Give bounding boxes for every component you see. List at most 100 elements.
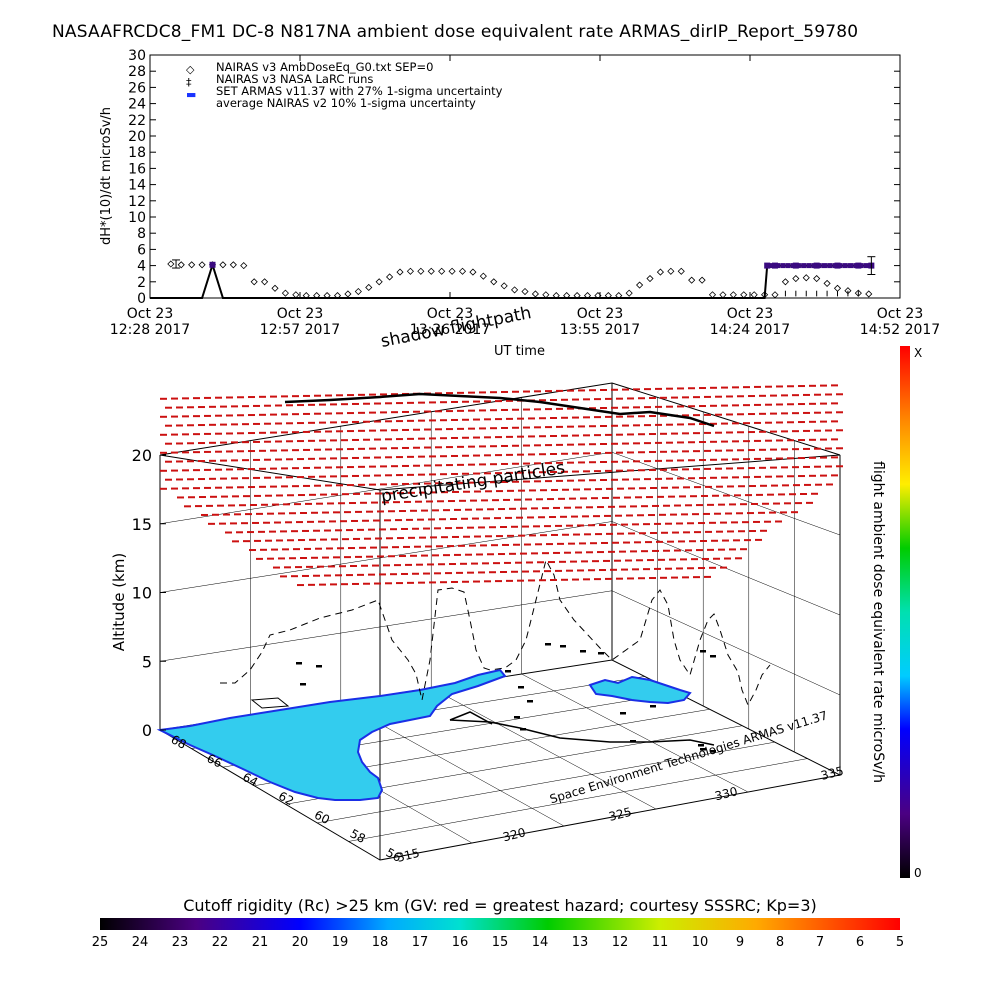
nairas-v3-point <box>375 278 383 286</box>
armas-point <box>827 263 833 269</box>
x-tick-label-time: 12:28 2017 <box>110 322 190 338</box>
y-tick-label: 12 <box>128 194 146 210</box>
cutoff-rigidity-tick-label: 16 <box>451 935 469 950</box>
nairas-v3-point <box>677 267 685 275</box>
y-tick-label: 24 <box>128 97 146 113</box>
longitude-tick-label: 315 <box>395 846 421 865</box>
latitude-tick-label: 64 <box>240 770 260 790</box>
armas-point <box>853 263 859 269</box>
coastline-map <box>156 668 692 801</box>
y-tick-label: 20 <box>128 129 146 145</box>
cutoff-rigidity-tick-label: 7 <box>815 935 825 950</box>
armas-point <box>837 263 843 269</box>
nairas-v3-point <box>240 262 248 270</box>
z-tick-label: 15 <box>132 515 152 534</box>
nairas-v3-point <box>261 278 269 286</box>
ground-marker <box>505 670 511 673</box>
armas-point <box>855 262 862 269</box>
x-tick-label-time: 13:55 2017 <box>560 322 640 338</box>
page-title: NASAAFRCDC8_FM1 DC-8 N817NA ambient dose… <box>52 22 859 42</box>
nairas-v3-point <box>344 290 352 298</box>
cutoff-rigidity-tick-label: 20 <box>291 935 309 950</box>
nairas-v3-point <box>271 284 279 292</box>
cutoff-rigidity-tick-label: 21 <box>251 935 269 950</box>
nairas-v3-point <box>250 278 258 286</box>
y-tick-label: 4 <box>137 259 146 275</box>
x-tick-label-date: Oct 23 <box>577 306 623 322</box>
legend-entry-nairas-v2: average NAIRAS v2 10% 1-sigma uncertaint… <box>216 96 476 110</box>
cutoff-rigidity-tick-label: 24 <box>131 935 149 950</box>
cutoff-rigidity-tick-label: 6 <box>855 935 865 950</box>
cutoff-rigidity-tick-label: 22 <box>211 935 229 950</box>
wall-grid-line <box>159 521 841 616</box>
y-tick-label: 26 <box>128 80 146 96</box>
nairas-v3-point <box>500 282 508 290</box>
cutoff-rigidity-label: Cutoff rigidity (Rc) >25 km (GV: red = g… <box>183 896 817 915</box>
y-tick-label: 22 <box>128 113 146 129</box>
ground-marker <box>700 748 706 751</box>
cutoff-rigidity-tick-label: 13 <box>571 935 589 950</box>
z-tick-label: 10 <box>132 584 152 603</box>
ground-marker <box>598 652 604 655</box>
y-tick-label: 30 <box>128 48 146 64</box>
nairas-v3-point <box>386 273 394 281</box>
armas-point <box>811 263 817 269</box>
ground-marker <box>710 750 716 753</box>
nairas-v3-point <box>177 261 185 269</box>
legend-symbol-diamond: ◇ <box>186 63 195 76</box>
cutoff-rigidity-tick-label: 25 <box>91 935 109 950</box>
cutoff-rigidity-tick-label: 9 <box>735 935 745 950</box>
longitude-axis: 315 320 325 330 335 <box>395 764 845 865</box>
z-axis: 0 5 10 15 20 <box>132 446 166 740</box>
ground-markers <box>296 643 716 753</box>
nairas-v3-point <box>625 289 633 297</box>
ground-marker <box>300 683 306 686</box>
nairas-v3-point <box>823 279 831 287</box>
ground-marker <box>514 716 520 719</box>
armas-point <box>792 262 799 269</box>
ut-time-label: UT time <box>494 344 545 359</box>
cutoff-rigidity-tick-label: 8 <box>775 935 785 950</box>
nairas-v3-point <box>448 267 456 275</box>
y-tick-label: 8 <box>137 226 146 242</box>
floor-grid-line <box>317 741 775 824</box>
armas-point <box>795 263 801 269</box>
armas-point <box>821 263 827 269</box>
y-tick-label: 28 <box>128 64 146 80</box>
colorbar-max-label: X <box>914 346 923 360</box>
armas-point <box>764 263 770 269</box>
armas-point <box>769 263 775 269</box>
ground-marker <box>518 686 524 689</box>
x-tick-label-date: Oct 23 <box>427 306 473 322</box>
ground-marker <box>580 650 586 653</box>
latitude-tick-label: 66 <box>204 751 224 771</box>
z-tick-label: 5 <box>142 652 152 671</box>
nairas-v3-point <box>167 260 175 268</box>
cutoff-rigidity-tick-label: 10 <box>691 935 709 950</box>
armas-point <box>209 261 216 268</box>
cutoff-rigidity-tick-label: 5 <box>895 935 905 950</box>
nairas-v3-point <box>188 261 196 269</box>
armas-point <box>785 263 791 269</box>
nairas-v3-point <box>427 267 435 275</box>
z-tick-label: 0 <box>142 721 152 740</box>
x-tick-label-time: 13:26 2017 <box>410 322 490 338</box>
armas-point <box>806 263 812 269</box>
z-tick-label: 20 <box>132 446 152 465</box>
nairas-v3-point <box>219 261 227 269</box>
x-tick-label-date: Oct 23 <box>727 306 773 322</box>
ground-marker <box>710 655 716 658</box>
y-tick-label: 6 <box>137 242 146 258</box>
cutoff-rigidity-tick-label: 14 <box>531 935 549 950</box>
latitude-tick-label: 62 <box>276 789 296 809</box>
nairas-v3-point <box>865 290 873 298</box>
ground-marker <box>545 643 551 646</box>
y-tick-label: 10 <box>128 210 146 226</box>
x-tick-label-time: 14:24 2017 <box>710 322 790 338</box>
x-tick-label-date: Oct 23 <box>127 306 173 322</box>
nairas-v3-point <box>646 274 654 283</box>
latitude-tick-label: 60 <box>312 808 332 828</box>
nairas-v3-point <box>229 261 237 269</box>
armas-point <box>863 263 869 269</box>
